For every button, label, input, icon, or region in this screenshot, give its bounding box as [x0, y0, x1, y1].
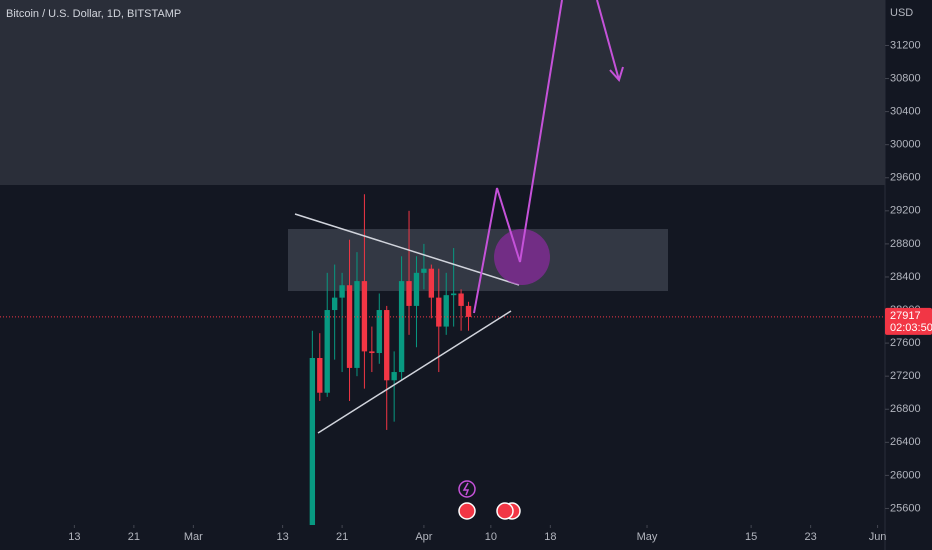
candle-body: [369, 351, 375, 354]
x-tick-label: 13: [68, 531, 80, 543]
candle-body: [346, 285, 353, 368]
plot-area: [0, 194, 885, 525]
arrow-head: [609, 66, 624, 82]
last-price-box: [885, 307, 932, 335]
axes: 2560026000264002680027200276002800028400…: [68, 39, 932, 543]
projection-path: [596, 0, 620, 81]
resistance-zone: [0, 0, 885, 185]
y-tick-label: 26400: [890, 436, 921, 448]
candle-body: [339, 285, 345, 298]
y-tick-label: 29600: [890, 172, 921, 184]
y-tick-label: 31200: [890, 39, 921, 51]
triangle-lower-line: [317, 310, 512, 434]
candle-body: [428, 268, 435, 298]
projection-path: [473, 0, 563, 314]
y-tick-label: 30800: [890, 72, 921, 84]
candle-body: [465, 305, 472, 317]
y-tick-label: 27600: [890, 337, 921, 349]
target-zone: [288, 229, 668, 291]
candle-body: [458, 293, 464, 306]
y-tick-label: 29200: [890, 205, 921, 217]
y-tick-label: 26800: [890, 403, 921, 415]
candle-body: [361, 281, 368, 352]
candle-body: [354, 281, 360, 368]
candle-body: [443, 295, 449, 327]
x-tick-label: May: [637, 531, 658, 543]
candle-body: [324, 310, 330, 393]
candle-body: [450, 293, 457, 296]
candle-body: [331, 297, 338, 311]
x-tick-label: 10: [485, 531, 497, 543]
currency-label: USD: [890, 7, 913, 19]
x-tick-label: 18: [544, 531, 556, 543]
candle-body: [436, 297, 442, 327]
x-tick-label: 13: [276, 531, 288, 543]
last-price-label: 27917: [890, 310, 921, 322]
x-tick-label: 21: [128, 531, 140, 543]
countdown-label: 02:03:50: [890, 322, 932, 334]
event-icon-bolt: [462, 482, 470, 496]
candle-body: [376, 310, 382, 354]
candle-body: [309, 357, 316, 525]
candle-body: [391, 372, 397, 381]
target-circle: [494, 229, 550, 285]
x-tick-label: 15: [745, 531, 757, 543]
y-tick-label: 28800: [890, 238, 921, 250]
chart-title: Bitcoin / U.S. Dollar, 1D, BITSTAMP: [6, 8, 181, 20]
candle-body: [406, 281, 412, 306]
y-tick-label: 30400: [890, 106, 921, 118]
candle-body: [398, 281, 405, 373]
economic-event-icon[interactable]: [458, 502, 476, 520]
x-tick-label: 21: [336, 531, 348, 543]
economic-event-icon[interactable]: [496, 502, 514, 520]
x-tick-label: 23: [805, 531, 817, 543]
y-tick-label: 25600: [890, 502, 921, 514]
x-tick-label: Apr: [415, 531, 432, 543]
x-tick-label: Mar: [184, 531, 203, 543]
event-icon[interactable]: [458, 480, 476, 498]
y-tick-label: 30000: [890, 139, 921, 151]
candle-body: [421, 268, 427, 273]
y-tick-label: 28400: [890, 271, 921, 283]
candle-body: [317, 357, 323, 393]
y-tick-label: 27200: [890, 370, 921, 382]
candle-body: [384, 310, 390, 381]
y-tick-label: 26000: [890, 469, 921, 481]
x-tick-label: Jun: [869, 531, 887, 543]
candle-body: [413, 272, 420, 306]
